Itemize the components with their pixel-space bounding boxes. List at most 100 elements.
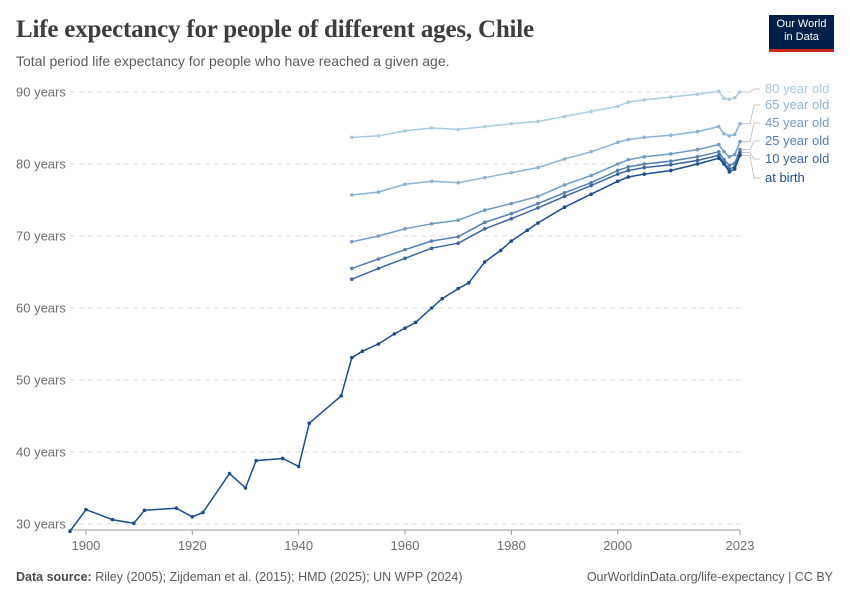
data-point[interactable] bbox=[722, 162, 726, 166]
data-point[interactable] bbox=[695, 147, 700, 152]
series-label[interactable]: 10 year old bbox=[765, 151, 829, 166]
series-label[interactable]: 25 year old bbox=[765, 133, 829, 148]
data-point[interactable] bbox=[456, 127, 460, 132]
data-point[interactable] bbox=[350, 355, 354, 360]
data-point[interactable] bbox=[695, 158, 700, 163]
data-point[interactable] bbox=[589, 109, 593, 114]
data-point[interactable] bbox=[227, 471, 232, 476]
data-point[interactable] bbox=[626, 175, 631, 179]
data-point[interactable] bbox=[536, 119, 540, 124]
data-point[interactable] bbox=[626, 165, 631, 169]
data-point[interactable] bbox=[615, 179, 620, 184]
data-point[interactable] bbox=[615, 162, 620, 166]
data-point[interactable] bbox=[403, 326, 407, 330]
data-point[interactable] bbox=[615, 168, 620, 173]
data-point[interactable] bbox=[307, 421, 312, 426]
data-point[interactable] bbox=[615, 172, 620, 176]
data-point[interactable] bbox=[716, 153, 721, 158]
data-point[interactable] bbox=[280, 456, 285, 461]
data-point[interactable] bbox=[722, 157, 726, 162]
data-point[interactable] bbox=[482, 260, 487, 264]
series-label[interactable]: 65 year old bbox=[765, 97, 829, 112]
data-point[interactable] bbox=[738, 153, 742, 158]
data-point[interactable] bbox=[403, 256, 407, 261]
data-point[interactable] bbox=[536, 165, 540, 170]
data-point[interactable] bbox=[562, 183, 567, 187]
series-line[interactable] bbox=[69, 155, 741, 532]
data-point[interactable] bbox=[339, 394, 343, 398]
data-point[interactable] bbox=[695, 129, 700, 134]
data-point[interactable] bbox=[350, 239, 354, 244]
data-point[interactable] bbox=[467, 281, 471, 285]
data-point[interactable] bbox=[498, 248, 503, 253]
data-point[interactable] bbox=[716, 156, 721, 161]
data-point[interactable] bbox=[403, 129, 407, 133]
data-point[interactable] bbox=[732, 132, 737, 137]
data-point[interactable] bbox=[732, 95, 737, 100]
data-point[interactable] bbox=[642, 155, 647, 159]
data-point[interactable] bbox=[615, 140, 620, 145]
data-point[interactable] bbox=[174, 506, 179, 510]
series-line[interactable] bbox=[351, 90, 741, 139]
data-point[interactable] bbox=[589, 180, 593, 185]
data-point[interactable] bbox=[722, 149, 726, 154]
data-point[interactable] bbox=[727, 155, 732, 159]
data-point[interactable] bbox=[482, 208, 487, 212]
data-point[interactable] bbox=[732, 152, 737, 157]
data-point[interactable] bbox=[642, 172, 647, 176]
data-point[interactable] bbox=[727, 97, 732, 101]
data-point[interactable] bbox=[525, 228, 530, 233]
data-point[interactable] bbox=[615, 104, 620, 109]
data-point[interactable] bbox=[509, 211, 514, 216]
data-point[interactable] bbox=[440, 296, 445, 301]
data-point[interactable] bbox=[482, 124, 487, 129]
data-point[interactable] bbox=[243, 486, 248, 490]
data-point[interactable] bbox=[722, 131, 726, 136]
data-point[interactable] bbox=[562, 157, 567, 161]
data-point[interactable] bbox=[626, 100, 631, 104]
data-point[interactable] bbox=[562, 194, 567, 199]
data-point[interactable] bbox=[190, 515, 195, 519]
data-point[interactable] bbox=[132, 521, 136, 526]
data-point[interactable] bbox=[403, 182, 407, 186]
data-point[interactable] bbox=[669, 162, 673, 167]
data-point[interactable] bbox=[482, 175, 487, 180]
data-point[interactable] bbox=[392, 332, 397, 336]
data-point[interactable] bbox=[509, 216, 514, 221]
data-point[interactable] bbox=[376, 257, 381, 261]
data-point[interactable] bbox=[536, 206, 540, 210]
data-point[interactable] bbox=[456, 234, 460, 239]
data-point[interactable] bbox=[482, 227, 487, 231]
data-point[interactable] bbox=[429, 246, 434, 251]
data-point[interactable] bbox=[350, 277, 354, 282]
data-point[interactable] bbox=[626, 168, 631, 173]
data-point[interactable] bbox=[296, 464, 301, 469]
data-point[interactable] bbox=[738, 147, 742, 152]
data-point[interactable] bbox=[429, 221, 434, 226]
data-point[interactable] bbox=[727, 163, 732, 168]
data-point[interactable] bbox=[626, 137, 631, 142]
data-point[interactable] bbox=[456, 180, 460, 185]
data-point[interactable] bbox=[536, 201, 540, 206]
data-point[interactable] bbox=[562, 191, 567, 195]
data-point[interactable] bbox=[376, 234, 381, 238]
data-point[interactable] bbox=[589, 183, 593, 188]
data-point[interactable] bbox=[738, 150, 742, 155]
data-point[interactable] bbox=[429, 306, 434, 310]
data-point[interactable] bbox=[738, 121, 742, 126]
data-point[interactable] bbox=[727, 170, 732, 174]
data-point[interactable] bbox=[376, 134, 381, 138]
data-point[interactable] bbox=[589, 173, 593, 178]
owid-logo[interactable]: Our World in Data bbox=[769, 15, 834, 52]
data-point[interactable] bbox=[456, 218, 460, 222]
data-point[interactable] bbox=[669, 168, 673, 173]
data-point[interactable] bbox=[429, 179, 434, 184]
data-point[interactable] bbox=[376, 190, 381, 194]
data-point[interactable] bbox=[562, 205, 567, 209]
data-point[interactable] bbox=[626, 157, 631, 162]
data-point[interactable] bbox=[84, 507, 88, 512]
data-point[interactable] bbox=[589, 149, 593, 154]
data-point[interactable] bbox=[695, 155, 700, 159]
data-point[interactable] bbox=[350, 266, 354, 271]
data-point[interactable] bbox=[509, 170, 514, 175]
